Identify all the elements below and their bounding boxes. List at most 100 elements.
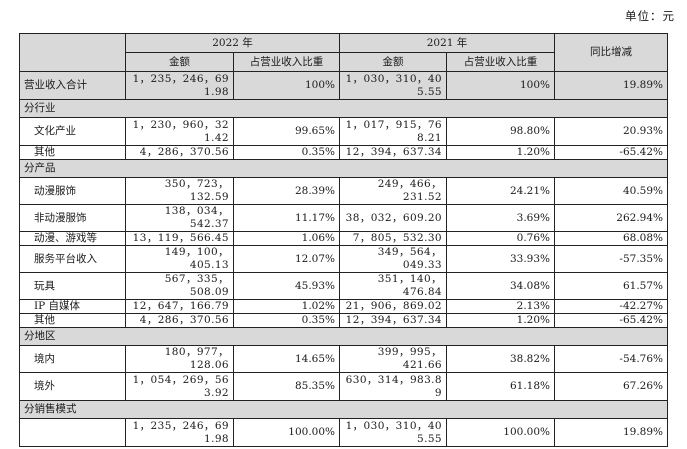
amount-2021: 7，805，532.30	[339, 231, 447, 246]
header-row-years: 2022 年 2021 年 同比增减	[19, 33, 668, 72]
row-label: 动漫服饰	[19, 177, 126, 205]
row-label: IP 自媒体	[19, 299, 126, 314]
total-amount-2022: 1，235，246，691.98	[125, 71, 234, 100]
amount-2022: 1，054，269，563.92	[125, 372, 234, 401]
ratio-2022: 0.35%	[233, 145, 340, 160]
amount-2022: 350，723，132.59	[125, 177, 234, 205]
amount-2021: 351，140，476.84	[339, 272, 447, 300]
ratio-2021: 1.20%	[446, 145, 555, 160]
ratio-2021: 1.20%	[446, 313, 555, 328]
row-label: 境外	[19, 372, 126, 401]
ratio-2022: 85.35%	[233, 372, 340, 401]
amount-2021: 1，017，915，768.21	[339, 117, 447, 146]
section-title: 分销售模式	[19, 400, 668, 419]
ratio-2021: 100.00%	[446, 418, 555, 447]
ratio-2022: 14.65%	[233, 345, 340, 373]
yoy-change: 68.08%	[554, 231, 668, 246]
table-row: 其他 4，286，370.56 0.35% 12，394，637.34 1.20% -65…	[19, 145, 668, 160]
ratio-2021: 0.76%	[446, 231, 555, 246]
ratio-2022: 28.39%	[233, 177, 340, 205]
amount-2021: 1，030，310，405.55	[339, 418, 447, 447]
amount-2021: 38，032，609.20	[339, 204, 447, 232]
amount-2021: 630，314，983.89	[339, 372, 447, 401]
section-product: 分产品	[19, 159, 668, 178]
header-ratio-2022: 占营业收入比重	[233, 52, 340, 72]
ratio-2021: 33.93%	[446, 245, 555, 273]
amount-2021: 399，995，421.66	[339, 345, 447, 373]
header-2021: 2021 年	[339, 33, 555, 53]
ratio-2021: 34.08%	[446, 272, 555, 300]
ratio-2021: 61.18%	[446, 372, 555, 401]
amount-2022: 149，100，405.13	[125, 245, 234, 273]
amount-2021: 21，906，869.02	[339, 299, 447, 314]
ratio-2022: 100.00%	[233, 418, 340, 447]
amount-2022: 13，119，566.45	[125, 231, 234, 246]
revenue-table: 2022 年 2021 年 同比增减 金额 占营业收入比重 金额 占营业收入比重…	[19, 33, 668, 447]
amount-2021: 349，564，049.33	[339, 245, 447, 273]
total-amount-2021: 1，030，310，405.55	[339, 71, 447, 100]
ratio-2022: 1.06%	[233, 231, 340, 246]
yoy-change: 40.59%	[554, 177, 668, 205]
amount-2021: 249，466，231.52	[339, 177, 447, 205]
row-label: 文化产业	[19, 117, 126, 146]
table-row: 动漫、游戏等 13，119，566.45 1.06% 7，805，532.30 0.76…	[19, 231, 668, 246]
table-row: 玩具 567，335，508.09 45.93% 351，140，476.84 34.0…	[19, 272, 668, 300]
yoy-change: 262.94%	[554, 204, 668, 232]
yoy-change: -42.27%	[554, 299, 668, 314]
ratio-2022: 45.93%	[233, 272, 340, 300]
yoy-change: -57.35%	[554, 245, 668, 273]
table-row: 境内 180，977，128.06 14.65% 399，995，421.66 38.8…	[19, 345, 668, 373]
amount-2022: 4，286，370.56	[125, 313, 234, 328]
header-amount-2021: 金额	[339, 52, 447, 72]
unit-label: 单位：元	[625, 9, 675, 23]
yoy-change: -54.76%	[554, 345, 668, 373]
total-ratio-2021: 100%	[446, 71, 555, 100]
yoy-change: -65.42%	[554, 313, 668, 328]
row-label: 玩具	[19, 272, 126, 300]
ratio-2021: 3.69%	[446, 204, 555, 232]
header-blank	[19, 33, 126, 72]
amount-2022: 1，235，246，691.98	[125, 418, 234, 447]
section-title: 分产品	[19, 159, 668, 178]
ratio-2021: 2.13%	[446, 299, 555, 314]
amount-2021: 12，394，637.34	[339, 145, 447, 160]
total-yoy: 19.89%	[554, 71, 668, 100]
header-ratio-2021: 占营业收入比重	[446, 52, 555, 72]
header-2022: 2022 年	[125, 33, 340, 53]
row-label: 其他	[19, 145, 126, 160]
ratio-2022: 99.65%	[233, 117, 340, 146]
amount-2022: 4，286，370.56	[125, 145, 234, 160]
row-label: 服务平台收入	[19, 245, 126, 273]
table-row: 服务平台收入 149，100，405.13 12.07% 349，564，049.33…	[19, 245, 668, 273]
amount-2022: 180，977，128.06	[125, 345, 234, 373]
header-amount-2022: 金额	[125, 52, 234, 72]
section-title: 分地区	[19, 327, 668, 346]
row-label: 境内	[19, 345, 126, 373]
amount-2022: 138，034，542.37	[125, 204, 234, 232]
table-row: 文化产业 1，230，960，321.42 99.65% 1，017，915，768.…	[19, 117, 668, 146]
amount-2022: 12，647，166.79	[125, 299, 234, 314]
table-row: 非动漫服饰 138，034，542.37 11.17% 38，032，609.20 3.…	[19, 204, 668, 232]
yoy-change: 20.93%	[554, 117, 668, 146]
ratio-2022: 0.35%	[233, 313, 340, 328]
table-row: 1，235，246，691.98 100.00% 1，030，310，405.55 1…	[19, 418, 668, 447]
amount-2022: 1，230，960，321.42	[125, 117, 234, 146]
yoy-change: 19.89%	[554, 418, 668, 447]
yoy-change: 67.26%	[554, 372, 668, 401]
amount-2022: 567，335，508.09	[125, 272, 234, 300]
section-sales: 分销售模式	[19, 400, 668, 419]
row-label: 其他	[19, 313, 126, 328]
ratio-2021: 24.21%	[446, 177, 555, 205]
ratio-2021: 38.82%	[446, 345, 555, 373]
row-label: 非动漫服饰	[19, 204, 126, 232]
ratio-2022: 11.17%	[233, 204, 340, 232]
header-row-columns: 金额 占营业收入比重 金额 占营业收入比重	[20, 52, 668, 72]
table-row: 动漫服饰 350，723，132.59 28.39% 249，466，231.52 24…	[19, 177, 668, 205]
section-industry: 分行业	[19, 99, 668, 118]
total-label: 营业收入合计	[19, 71, 126, 100]
section-title: 分行业	[19, 99, 668, 118]
yoy-change: 61.57%	[554, 272, 668, 300]
section-region: 分地区	[19, 327, 668, 346]
row-label: 动漫、游戏等	[19, 231, 126, 246]
